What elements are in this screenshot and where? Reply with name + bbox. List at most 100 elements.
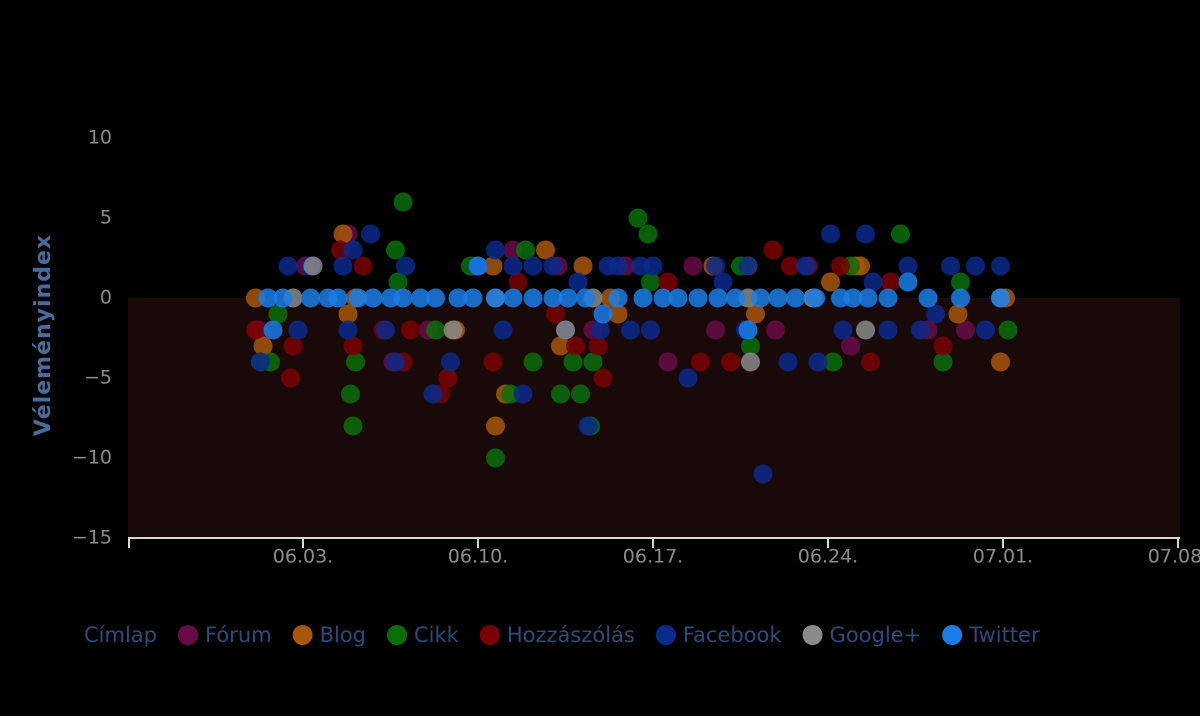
point <box>858 288 878 308</box>
point <box>991 288 1010 308</box>
point <box>523 352 543 372</box>
point <box>516 240 535 260</box>
point <box>278 256 298 276</box>
point <box>951 272 970 292</box>
point <box>426 288 445 308</box>
point <box>551 384 570 404</box>
point <box>576 288 595 308</box>
point <box>303 256 323 276</box>
point <box>393 192 413 212</box>
point <box>966 256 985 276</box>
point <box>443 320 463 340</box>
legend-marker <box>292 625 313 645</box>
point <box>881 272 900 292</box>
point <box>401 320 420 340</box>
legend-marker <box>178 625 198 645</box>
point <box>741 352 760 372</box>
point <box>926 304 945 324</box>
point <box>573 256 593 276</box>
point <box>713 272 733 292</box>
point <box>486 416 505 436</box>
point <box>998 320 1018 340</box>
point <box>463 288 483 308</box>
point <box>386 240 405 260</box>
point <box>386 352 405 372</box>
point <box>483 256 503 276</box>
point <box>933 352 953 372</box>
point <box>438 368 458 388</box>
point <box>543 288 563 308</box>
x-tick-label: 06.17. <box>623 546 683 568</box>
point <box>588 336 608 356</box>
point <box>283 336 303 356</box>
point <box>556 320 575 340</box>
point <box>423 384 443 404</box>
point <box>426 320 445 340</box>
point <box>991 352 1010 372</box>
y-tick-label: 10 <box>88 127 112 149</box>
legend-label: Facebook <box>683 623 783 647</box>
point <box>641 320 660 340</box>
legend-marker <box>655 625 676 645</box>
point <box>751 288 770 308</box>
point <box>658 272 678 292</box>
point <box>338 304 358 324</box>
point <box>706 320 725 340</box>
point <box>898 272 918 292</box>
point <box>823 352 843 372</box>
x-tick-label: 06.10. <box>448 546 508 568</box>
point <box>633 288 653 308</box>
x-tick-label: 07.08. <box>1148 546 1200 568</box>
point <box>486 448 505 468</box>
point <box>591 320 610 340</box>
point <box>863 272 883 292</box>
point <box>861 352 880 372</box>
legend-label: Twitter <box>968 623 1040 647</box>
legend-label: Címlap <box>84 623 157 647</box>
point <box>468 256 488 276</box>
point <box>513 384 533 404</box>
point <box>753 464 773 484</box>
legend-marker <box>802 625 823 645</box>
point <box>388 272 408 292</box>
point <box>281 368 300 388</box>
point <box>806 288 825 308</box>
point <box>593 368 613 388</box>
point <box>933 336 953 356</box>
point <box>706 256 725 276</box>
point <box>708 288 728 308</box>
point <box>621 320 640 340</box>
point <box>558 288 578 308</box>
point <box>523 288 543 308</box>
point <box>821 272 840 292</box>
point <box>328 288 348 308</box>
point <box>348 288 368 308</box>
legend-label: Hozzászólás <box>507 623 635 647</box>
point <box>376 320 395 340</box>
point <box>786 288 805 308</box>
point <box>991 256 1010 276</box>
point <box>343 416 363 436</box>
point <box>668 288 688 308</box>
point <box>583 352 603 372</box>
point <box>503 288 523 308</box>
legend-label: Google+ <box>830 623 922 647</box>
point <box>503 256 523 276</box>
y-tick-label: 5 <box>100 207 112 229</box>
point <box>766 320 785 340</box>
point <box>976 320 995 340</box>
point <box>258 288 278 308</box>
y-tick-label: −5 <box>84 367 112 389</box>
point <box>856 320 875 340</box>
point <box>688 288 708 308</box>
point <box>878 288 898 308</box>
point <box>653 288 673 308</box>
point <box>833 320 853 340</box>
point <box>898 256 918 276</box>
point <box>563 352 583 372</box>
point <box>796 256 815 276</box>
point <box>768 288 788 308</box>
point <box>721 352 740 372</box>
point <box>353 256 373 276</box>
